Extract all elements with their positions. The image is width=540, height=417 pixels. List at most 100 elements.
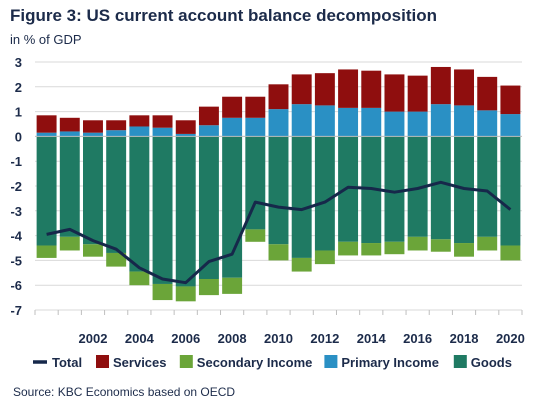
bar-goods (198, 136, 219, 279)
bar-secondary-income (59, 236, 80, 251)
x-tick-label: 2004 (125, 331, 155, 346)
bar-goods (175, 136, 196, 287)
x-tick-label: 2012 (310, 331, 339, 346)
y-tick-label: 3 (15, 55, 22, 70)
x-tick-label: 2020 (496, 331, 525, 346)
legend-label: Total (52, 355, 82, 370)
bar-secondary-income (106, 252, 127, 267)
bar-goods (291, 136, 312, 258)
legend-swatch (324, 355, 338, 368)
bar-primary-income (245, 117, 266, 137)
bar-secondary-income (500, 245, 521, 261)
legend: Total Services Secondary Income Primary Inc… (33, 355, 512, 370)
bar-goods (500, 136, 521, 246)
x-tick-label: 2018 (450, 331, 479, 346)
bar-services (222, 96, 243, 118)
y-tick-label: 1 (15, 105, 22, 120)
bar-services (477, 76, 498, 111)
x-tick-label: 2002 (79, 331, 108, 346)
bar-secondary-income (268, 244, 289, 261)
bar-secondary-income (430, 239, 451, 252)
bar-goods (36, 136, 57, 246)
legend-item-total: Total (33, 355, 82, 370)
bar-primary-income (152, 127, 173, 137)
bar-primary-income (500, 114, 521, 137)
x-tick-label: 2014 (357, 331, 387, 346)
legend-swatch (453, 355, 467, 368)
bar-goods (83, 136, 103, 245)
legend-swatch (96, 355, 109, 368)
bar-secondary-income (454, 243, 474, 257)
bar-primary-income (129, 126, 150, 137)
legend-label: Primary Income (341, 355, 439, 370)
bar-primary-income (314, 105, 335, 137)
bar-primary-income (198, 125, 219, 137)
legend-item-goods: Goods (453, 355, 512, 370)
y-tick-label: -1 (10, 154, 22, 169)
bar-services (430, 66, 451, 105)
bar-primary-income (222, 117, 243, 137)
legend-item-services: Services (96, 355, 167, 370)
legend-label: Goods (471, 355, 512, 370)
legend-item-secondary-income: Secondary Income (179, 355, 313, 370)
y-tick-label: -6 (10, 278, 22, 293)
bar-secondary-income (129, 271, 150, 286)
bar-secondary-income (338, 241, 359, 256)
bar-primary-income (36, 132, 57, 137)
bar-goods (245, 136, 266, 230)
bar-services (454, 69, 474, 106)
bar-goods (268, 136, 289, 245)
bar-goods (314, 136, 335, 251)
bar-secondary-income (291, 257, 312, 272)
source-note: Source: KBC Economics based on OECD (13, 385, 236, 399)
chart-subtitle: in % of GDP (10, 32, 82, 47)
bar-primary-income (477, 110, 498, 137)
legend-label: Secondary Income (197, 355, 313, 370)
legend-item-primary-income: Primary Income (324, 355, 439, 370)
bar-secondary-income (314, 250, 335, 265)
line-total (46, 180, 512, 285)
bar-services (407, 75, 428, 112)
bar-secondary-income (83, 244, 103, 257)
bar-services (361, 70, 382, 108)
bar-goods (477, 136, 498, 237)
bar-primary-income (83, 132, 103, 137)
bar-primary-income (338, 107, 359, 137)
bar-goods (338, 136, 359, 242)
chart-title: Figure 3: US current account balance dec… (10, 6, 437, 25)
bar-goods (384, 136, 405, 242)
bar-secondary-income (361, 243, 382, 256)
bar-services (314, 73, 335, 106)
bar-secondary-income (477, 236, 498, 251)
y-tick-label: -2 (10, 179, 22, 194)
bar-primary-income (407, 111, 428, 137)
bar-services (59, 117, 80, 132)
bar-services (291, 74, 312, 105)
bar-secondary-income (36, 245, 57, 258)
bar-services (384, 74, 405, 112)
bar-services (36, 115, 57, 133)
bar-secondary-income (152, 283, 173, 301)
y-tick-label: -7 (10, 303, 22, 318)
x-tick-label: 2016 (403, 331, 432, 346)
y-tick-label: -4 (10, 229, 22, 244)
bar-primary-income (59, 131, 80, 137)
bar-goods (106, 136, 127, 253)
bar-secondary-income (222, 277, 243, 294)
bar-services (268, 84, 289, 110)
bar-services (106, 120, 127, 131)
bar-primary-income (268, 109, 289, 137)
bar-primary-income (291, 104, 312, 137)
bar-services (129, 115, 150, 127)
bar-services (83, 120, 103, 133)
bar-services (152, 115, 173, 128)
bar-services (198, 106, 219, 126)
x-tick-label: 2008 (218, 331, 247, 346)
bar-goods (59, 136, 80, 237)
bar-goods (430, 136, 451, 240)
y-tick-label: 2 (15, 80, 22, 95)
bar-goods (129, 136, 150, 272)
bar-goods (407, 136, 428, 237)
x-tick-label: 2006 (171, 331, 200, 346)
